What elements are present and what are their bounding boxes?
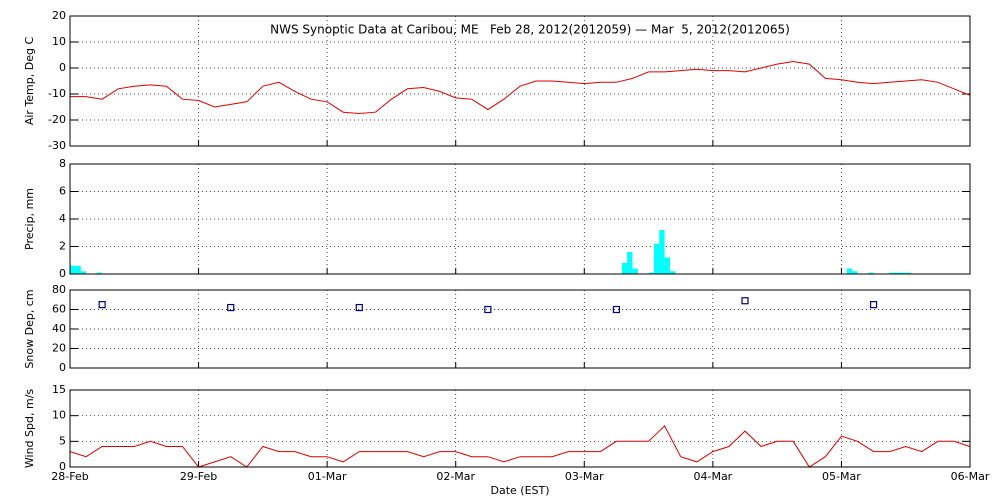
bar [80, 271, 87, 274]
y-tick-label: 40 [52, 322, 66, 335]
y-tick-label: 5 [59, 434, 66, 447]
bar [670, 271, 676, 274]
x-tick-label: 28-Feb [51, 470, 88, 483]
bar [96, 272, 103, 274]
data-line [69, 425, 971, 468]
bar [868, 272, 874, 274]
marker [227, 303, 235, 312]
marker [484, 305, 492, 314]
y-axis-label: Snow Dep, cm [23, 289, 36, 368]
bar [648, 272, 654, 274]
bar [659, 230, 665, 274]
x-tick-label: 29-Feb [180, 470, 217, 483]
y-axis-label: Precip, mm [23, 188, 36, 250]
y-tick-label: 80 [52, 283, 66, 296]
bar [846, 268, 853, 274]
marker [98, 301, 106, 309]
y-tick-label: 0 [59, 267, 66, 280]
marker [612, 305, 621, 314]
bar [852, 271, 858, 274]
x-tick-label: 02-Mar [436, 470, 475, 483]
bar [889, 272, 896, 274]
plot-frame [69, 389, 971, 468]
x-axis-label: Date (EST) [490, 484, 549, 497]
y-tick-label: -30 [48, 139, 66, 152]
bar [632, 268, 638, 274]
y-tick-label: 2 [59, 240, 66, 253]
data-line [70, 60, 971, 115]
y-axis-label: Air Temp, Deg C [23, 37, 36, 126]
bar [900, 272, 906, 274]
x-tick-label: 04-Mar [693, 470, 732, 483]
bar [895, 272, 901, 274]
chart-title: NWS Synoptic Data at Caribou, ME Feb 28,… [270, 23, 790, 37]
x-tick-label: 05-Mar [822, 470, 861, 483]
bar [653, 243, 660, 274]
x-tick-label: 03-Mar [565, 470, 604, 483]
marker [355, 303, 363, 312]
bar [621, 263, 628, 274]
bar [75, 265, 81, 274]
bar [664, 257, 671, 274]
x-tick-label: 01-Mar [308, 470, 347, 483]
y-tick-label: -20 [48, 113, 66, 126]
bar [627, 252, 633, 274]
y-tick-label: 8 [59, 157, 66, 170]
marker [741, 297, 749, 305]
plot-frame [69, 15, 971, 147]
y-tick-label: 0 [59, 61, 66, 74]
y-tick-label: 60 [52, 303, 66, 316]
y-tick-label: 0 [59, 460, 66, 473]
y-axis-label: Wind Spd, m/s [23, 389, 36, 469]
y-tick-label: 0 [59, 361, 66, 374]
bar [70, 265, 76, 274]
plot-frame [69, 163, 971, 275]
y-tick-label: 6 [59, 185, 66, 198]
y-tick-label: 10 [52, 409, 66, 422]
marker [869, 301, 878, 309]
y-tick-label: 15 [52, 383, 66, 396]
y-tick-label: -10 [48, 87, 66, 100]
y-tick-label: 4 [59, 212, 66, 225]
y-tick-label: 20 [52, 342, 66, 355]
plot-frame [69, 289, 971, 369]
y-tick-label: 10 [52, 35, 66, 48]
x-tick-label: 06-Mar [951, 470, 990, 483]
bar [905, 272, 912, 274]
y-tick-label: 20 [52, 9, 66, 22]
